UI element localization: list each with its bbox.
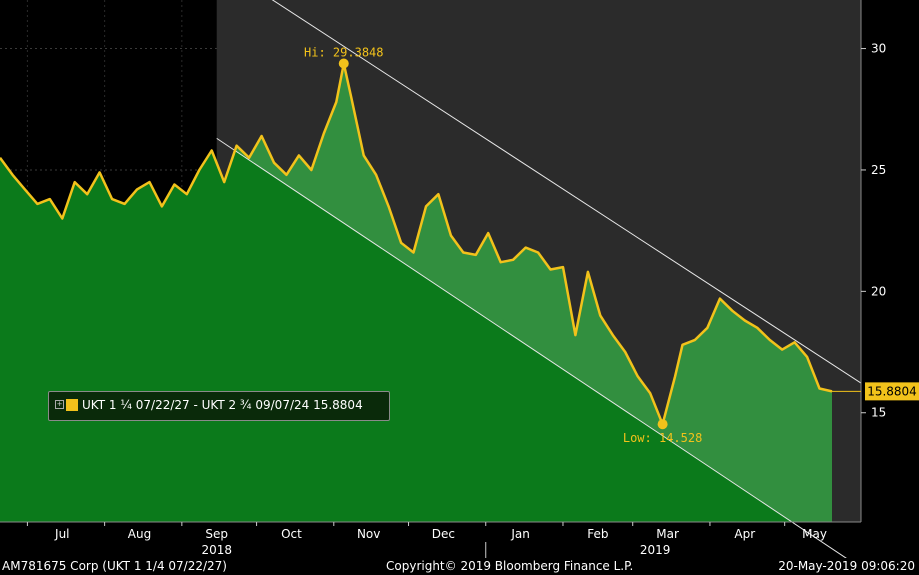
x-tick-label-8: Mar <box>656 527 679 541</box>
low-label: Low: 14.528 <box>623 431 702 445</box>
x-tick-label-6: Jan <box>510 527 530 541</box>
legend-label: UKT 1 ¼ 07/22/27 - UKT 2 ¾ 09/07/24 15.8… <box>82 398 363 412</box>
x-tick-label-0: Jul <box>54 527 69 541</box>
footer-copyright: Copyright© 2019 Bloomberg Finance L.P. <box>386 559 634 573</box>
last-value-label: 15.8804 <box>867 384 917 398</box>
y-tick-label-1: 20 <box>871 284 886 298</box>
low-marker <box>657 419 668 430</box>
y-tick-label-3: 30 <box>871 42 886 56</box>
x-tick-label-9: Apr <box>734 527 755 541</box>
x-tick-label-7: Feb <box>587 527 608 541</box>
footer-security: AM781675 Corp (UKT 1 1/4 07/22/27) <box>2 559 227 573</box>
channel-upper-line <box>271 0 862 384</box>
legend-expand-icon[interactable]: + <box>55 400 64 409</box>
year-labels: 2018 2019 <box>201 542 670 558</box>
x-tick-label-1: Aug <box>128 527 151 541</box>
y-tick-label-2: 25 <box>871 163 886 177</box>
year-label-1: 2019 <box>640 543 671 557</box>
legend-swatch <box>66 399 78 411</box>
x-tick-label-3: Oct <box>281 527 302 541</box>
spread-chart: 15 20 25 30 Jul Aug Sep Oct Nov Dec Jan Feb Mar Apr M… <box>0 0 919 558</box>
x-tick-label-5: Dec <box>432 527 455 541</box>
footer-timestamp: 20-May-2019 09:06:20 <box>778 559 915 573</box>
year-label-0: 2018 <box>201 543 232 557</box>
x-tick-label-2: Sep <box>205 527 228 541</box>
x-axis-ticks: Jul Aug Sep Oct Nov Dec Jan Feb Mar Apr May <box>26 522 827 541</box>
high-marker <box>338 58 349 69</box>
y-tick-label-0: 15 <box>871 406 886 420</box>
annotations: Hi: 29.3848 Low: 14.528 15.8804 <box>304 45 919 445</box>
last-value-box <box>865 382 919 401</box>
high-label: Hi: 29.3848 <box>304 45 383 59</box>
legend[interactable]: + UKT 1 ¼ 07/22/27 - UKT 2 ¾ 09/07/24 15… <box>48 391 390 421</box>
channel-lower-line <box>216 137 847 558</box>
y-axis-ticks: 15 20 25 30 <box>861 42 886 420</box>
x-tick-label-4: Nov <box>357 527 380 541</box>
x-tick-label-10: May <box>802 527 827 541</box>
series-line <box>0 62 833 426</box>
footer: AM781675 Corp (UKT 1 1/4 07/22/27) Copyr… <box>0 558 919 575</box>
